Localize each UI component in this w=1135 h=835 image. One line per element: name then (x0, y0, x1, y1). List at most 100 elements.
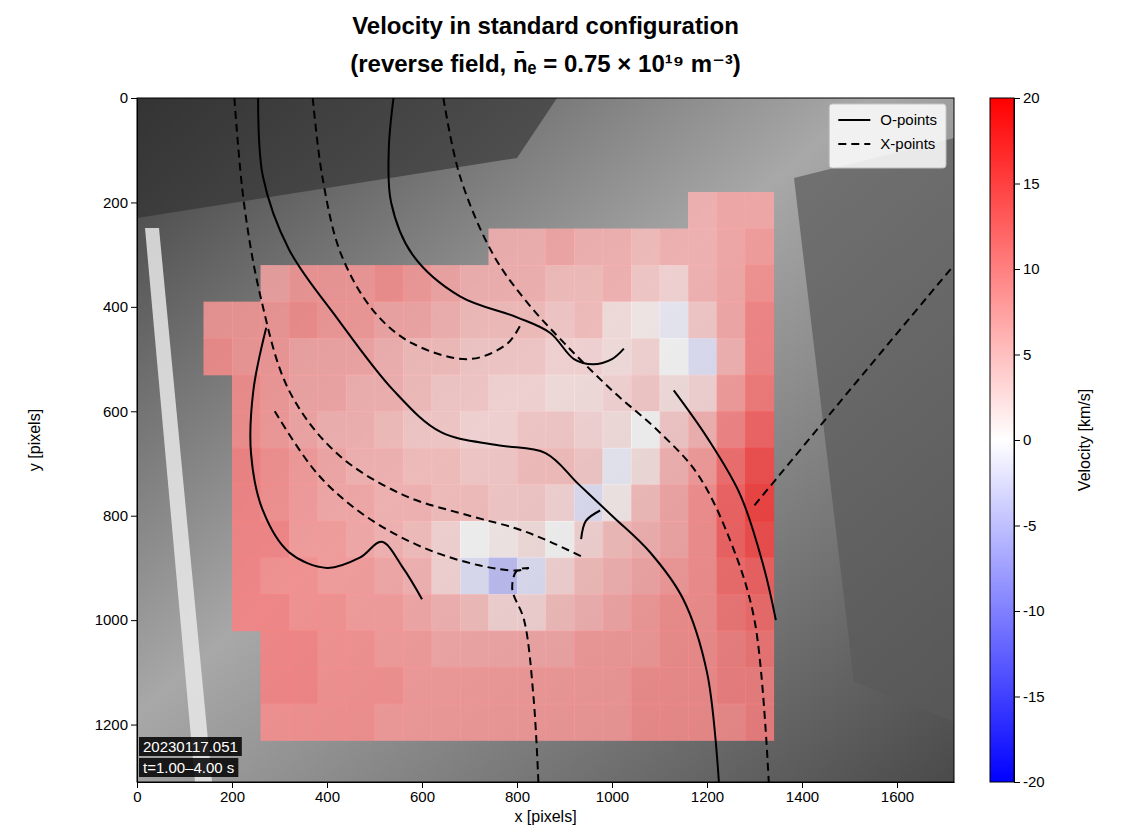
heatmap-cell (574, 375, 603, 412)
heatmap-cell (403, 631, 432, 668)
heatmap-cell (460, 521, 489, 558)
heatmap-cell (346, 375, 375, 412)
heatmap-cell (403, 265, 432, 302)
heatmap-cell (289, 484, 318, 521)
heatmap-cell (204, 302, 233, 339)
heatmap-cell (318, 594, 347, 631)
heatmap-cell (745, 667, 774, 704)
heatmap-cell (460, 265, 489, 302)
heatmap-cell (489, 448, 518, 485)
heatmap-cell (375, 411, 404, 448)
heatmap-cell (660, 631, 689, 668)
colorbar-tick-label: 15 (1023, 175, 1040, 192)
background-panel (137, 98, 557, 218)
heatmap-cell (261, 557, 290, 594)
heatmap-cell (375, 448, 404, 485)
heatmap-cell (660, 302, 689, 339)
heatmap-cell (631, 484, 660, 521)
heatmap-cell (631, 338, 660, 375)
heatmap-cell (603, 448, 632, 485)
heatmap-cell (688, 557, 717, 594)
heatmap-cell (432, 594, 461, 631)
colorbar-tick: 10 (1014, 260, 1040, 277)
colorbar-tick-mark (1014, 782, 1020, 783)
heatmap-cell (346, 265, 375, 302)
colorbar (990, 98, 1014, 782)
heatmap-cell (375, 484, 404, 521)
heatmap-cell (717, 265, 746, 302)
heatmap-cell (603, 265, 632, 302)
heatmap-cell (403, 411, 432, 448)
heatmap-cell (460, 375, 489, 412)
heatmap-cell (546, 704, 575, 741)
y-tick-mark (131, 202, 137, 203)
annotation-text: t=1.00–4.00 s (143, 759, 234, 776)
x-tick-label: 1000 (596, 788, 629, 805)
heatmap-cell (546, 375, 575, 412)
legend-label: O-points (880, 111, 937, 128)
heatmap-cell (717, 667, 746, 704)
heatmap-cell (346, 521, 375, 558)
heatmap-cell (574, 229, 603, 266)
colorbar-tick-mark (1014, 269, 1020, 270)
heatmap-cell (631, 229, 660, 266)
heatmap-cell (546, 411, 575, 448)
heatmap-cell (660, 338, 689, 375)
annotation: 20230117.051t=1.00–4.00 s (139, 737, 242, 777)
plot-frame (137, 98, 954, 782)
heatmap-cell (261, 704, 290, 741)
heatmap-cell (232, 448, 261, 485)
heatmap-cell (432, 667, 461, 704)
legend-swatch (838, 143, 870, 145)
y-tick-mark (131, 411, 137, 412)
heatmap-cell (318, 704, 347, 741)
heatmap-cell (660, 229, 689, 266)
heatmap-cell (261, 521, 290, 558)
x-tick-label: 400 (315, 788, 340, 805)
heatmap-cell (289, 448, 318, 485)
y-tick: 200 (103, 194, 137, 211)
heatmap-cell (289, 302, 318, 339)
heatmap-cell (489, 302, 518, 339)
y-tick: 800 (103, 507, 137, 524)
heatmap-cell (745, 338, 774, 375)
field-line (512, 568, 538, 782)
heatmap-cell (603, 631, 632, 668)
colorbar-title: Velocity [km/s] (1076, 389, 1093, 491)
subtitle: (reverse field, n̄ₑ = 0.75 × 10¹⁹ m⁻³) (350, 50, 741, 77)
field-line (275, 411, 529, 570)
heatmap-cell (603, 375, 632, 412)
heatmap-cell (460, 338, 489, 375)
heatmap-cell (603, 704, 632, 741)
heatmap-cell (745, 302, 774, 339)
heatmap-cell (375, 631, 404, 668)
heatmap-cell (432, 704, 461, 741)
x-tick: 1600 (881, 782, 914, 805)
x-tick: 600 (410, 782, 435, 805)
heatmap-cell (717, 594, 746, 631)
heatmap-cell (403, 484, 432, 521)
heatmap-cell (489, 594, 518, 631)
y-tick-label: 0 (120, 89, 128, 106)
heatmap-cell (460, 631, 489, 668)
heatmap-cell (745, 192, 774, 229)
x-tick: 400 (315, 782, 340, 805)
heatmap-cell (432, 448, 461, 485)
heatmap-cell (546, 265, 575, 302)
heatmap-cell (232, 594, 261, 631)
heatmap-cell (346, 631, 375, 668)
heatmap-cell (517, 704, 546, 741)
heatmap-cell (688, 338, 717, 375)
colorbar-tick-mark (1014, 98, 1020, 99)
heatmap-cell (546, 667, 575, 704)
x-tick-label: 1600 (881, 788, 914, 805)
colorbar-tick: -10 (1014, 602, 1045, 619)
heatmap-cell (517, 448, 546, 485)
heatmap-cell (289, 265, 318, 302)
heatmap-cell (318, 338, 347, 375)
colorbar-tick-label: 5 (1023, 346, 1031, 363)
heatmap-cell (603, 302, 632, 339)
heatmap-cell (688, 594, 717, 631)
heatmap-cell (688, 192, 717, 229)
heatmap-cell (574, 521, 603, 558)
